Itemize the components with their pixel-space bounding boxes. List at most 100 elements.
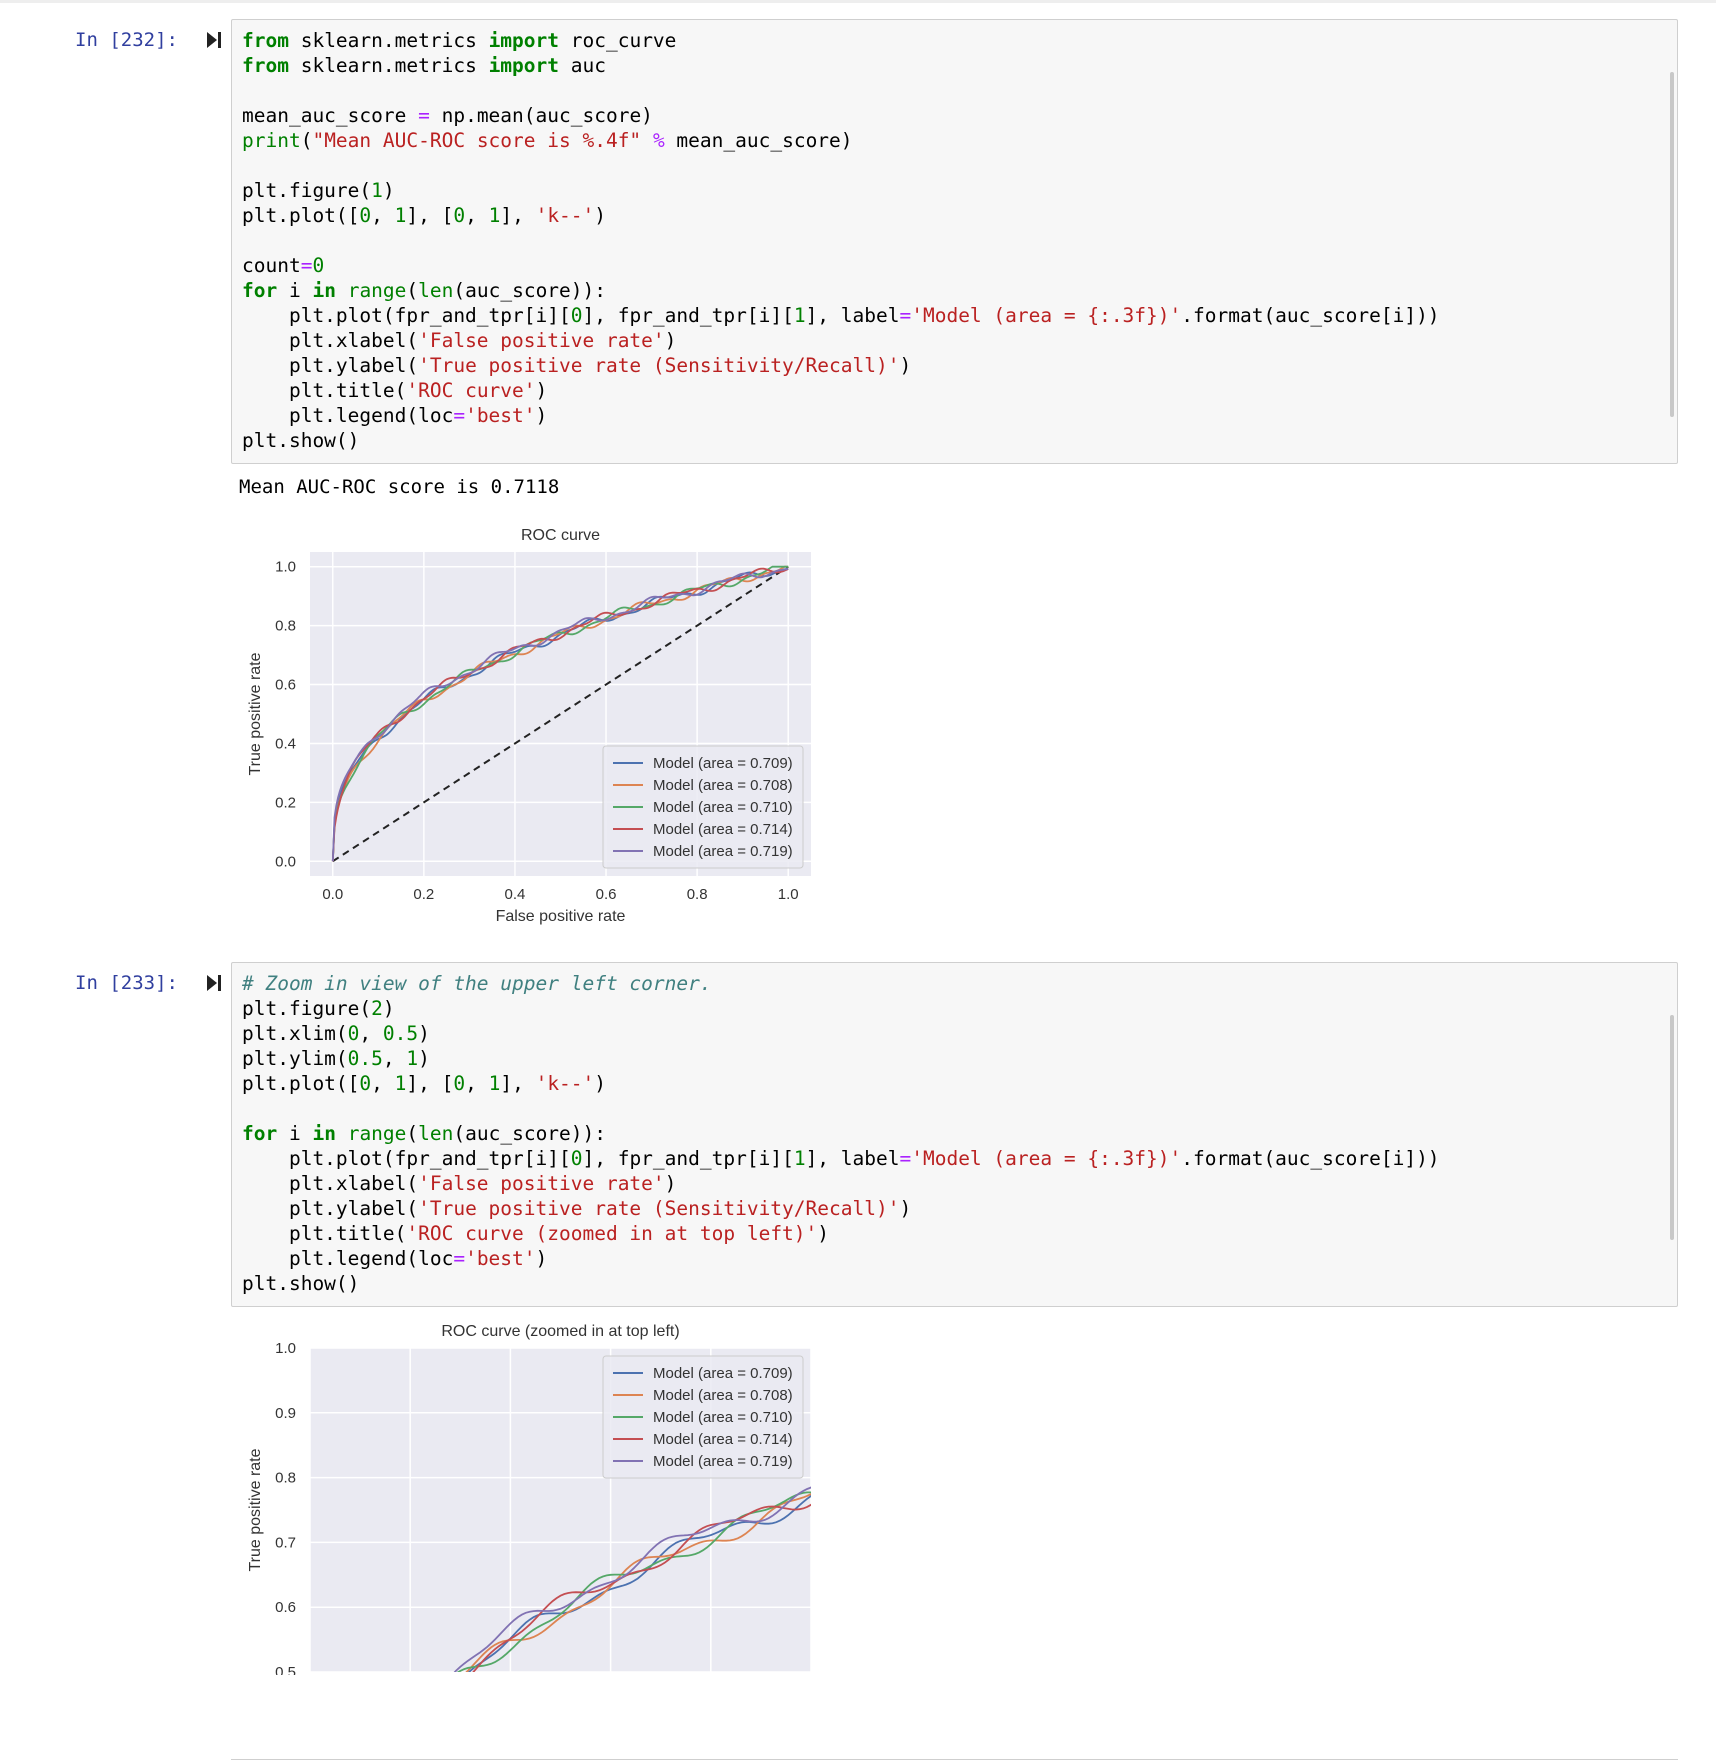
code-token: 0 [312,254,325,277]
code-token: plt.legend(loc [242,404,454,427]
code-lines[interactable]: # Zoom in view of the upper left corner.… [242,971,1440,1296]
legend-label: Model (area = 0.710) [653,1409,793,1426]
code-token: plt.title( [242,379,407,402]
code-token: ) [664,1172,677,1195]
code-editor[interactable]: # Zoom in view of the upper left corner.… [231,962,1678,1307]
code-token: 'best' [465,1247,536,1270]
code-line[interactable]: for i in range(len(auc_score)): [242,278,1440,303]
roc-series-line [467,1494,811,1672]
code-line[interactable]: plt.plot(fpr_and_tpr[i][0], fpr_and_tpr[… [242,303,1440,328]
code-token [336,279,348,302]
code-token: 0 [570,304,583,327]
code-token: ], [500,1072,536,1095]
legend-label: Model (area = 0.719) [653,1453,793,1470]
code-token: 0 [453,1072,466,1095]
x-tick-label: 0.0 [322,886,343,903]
input-prompt: In [232]: [75,29,178,51]
code-token: roc_curve [559,29,677,52]
code-token: i [277,1122,313,1145]
input-prompt: In [233]: [75,972,178,994]
code-line[interactable]: plt.figure(1) [242,178,1440,203]
code-token: ) [899,354,912,377]
code-line[interactable] [242,1096,1440,1121]
y-tick-label: 0.9 [275,1405,296,1422]
code-line[interactable]: plt.plot([0, 1], [0, 1], 'k--') [242,203,1440,228]
code-line[interactable]: count=0 [242,253,1440,278]
x-axis-label: False positive rate [496,908,626,925]
code-token: i [277,279,313,302]
code-line[interactable]: plt.legend(loc='best') [242,1246,1440,1271]
legend-label: Model (area = 0.719) [653,843,793,860]
code-token: plt.show() [242,1272,360,1295]
code-token: , [371,204,395,227]
code-line[interactable]: plt.plot([0, 1], [0, 1], 'k--') [242,1071,1440,1096]
y-tick-label: 0.6 [275,1599,296,1616]
y-axis-label: True positive rate [247,1448,264,1571]
run-cell-icon[interactable] [206,31,222,49]
code-line[interactable]: plt.xlim(0, 0.5) [242,1021,1440,1046]
code-line[interactable]: from sklearn.metrics import auc [242,53,1440,78]
code-token: for [242,1122,278,1145]
editor-scrollbar[interactable] [1670,72,1674,417]
code-line[interactable]: plt.show() [242,1271,1440,1296]
code-line[interactable]: mean_auc_score = np.mean(auc_score) [242,103,1440,128]
code-token: plt.xlabel( [242,329,419,352]
code-token: plt.figure( [242,997,372,1020]
code-token: 0 [359,1072,372,1095]
code-line[interactable]: plt.ylim(0.5, 1) [242,1046,1440,1071]
code-lines[interactable]: from sklearn.metrics import roc_curve fro… [242,28,1440,453]
code-token: in [312,279,336,302]
code-token: plt.figure( [242,179,372,202]
code-token: , [359,1022,383,1045]
code-line[interactable] [242,228,1440,253]
code-token: , [465,1072,489,1095]
code-token: 1 [406,1047,419,1070]
code-line[interactable]: from sklearn.metrics import roc_curve [242,28,1440,53]
code-line[interactable]: plt.ylabel('True positive rate (Sensitiv… [242,353,1440,378]
code-token: ) [418,1022,430,1045]
editor-scrollbar[interactable] [1670,1015,1674,1240]
code-token: = [453,404,466,427]
code-line[interactable]: # Zoom in view of the upper left corner. [242,971,1440,996]
code-line[interactable]: plt.xlabel('False positive rate') [242,1171,1440,1196]
code-token: # Zoom in view of the upper left corner. [242,972,712,995]
code-line[interactable]: print("Mean AUC-ROC score is %.4f" % mea… [242,128,1440,153]
code-line[interactable]: plt.title('ROC curve (zoomed in at top l… [242,1221,1440,1246]
code-line[interactable]: plt.legend(loc='best') [242,403,1440,428]
code-token: plt.ylim( [242,1047,348,1070]
roc-series-line [331,567,789,862]
code-line[interactable]: plt.xlabel('False positive rate') [242,328,1440,353]
code-token: len [418,279,454,302]
code-token: 0.5 [347,1047,383,1070]
code-cell-233[interactable]: In [233]: # Zoom in view of the upper le… [0,940,1716,1764]
code-line[interactable]: plt.figure(2) [242,996,1440,1021]
legend-label: Model (area = 0.714) [653,821,793,838]
plot-lines [453,1486,811,1672]
code-token: ) [664,329,677,352]
code-line[interactable]: plt.title('ROC curve') [242,378,1440,403]
code-token: plt.plot([ [242,1072,360,1095]
run-cell-icon[interactable] [206,974,222,992]
code-cell-232[interactable]: In [232]: from sklearn.metrics import ro… [0,0,1716,940]
x-tick-label: 0.2 [413,886,434,903]
roc-series-line [453,1486,811,1672]
code-line[interactable]: for i in range(len(auc_score)): [242,1121,1440,1146]
code-token: len [418,1122,454,1145]
code-token: plt.show() [242,429,360,452]
next-cell-border [231,1759,1678,1760]
code-token: , [371,1072,395,1095]
y-tick-label: 0.0 [275,853,296,870]
code-line[interactable]: plt.plot(fpr_and_tpr[i][0], fpr_and_tpr[… [242,1146,1440,1171]
code-line[interactable] [242,153,1440,178]
code-token: 0 [453,204,466,227]
legend-label: Model (area = 0.708) [653,777,793,794]
code-token: plt.xlabel( [242,1172,419,1195]
roc-zoomed-chart: 0.00.10.20.30.40.50.50.60.70.80.91.0ROC … [247,1323,812,1675]
code-editor[interactable]: from sklearn.metrics import roc_curve fro… [231,19,1678,464]
y-tick-label: 0.5 [275,1664,296,1675]
code-token: from [242,54,289,77]
code-token: ) [594,1072,607,1095]
code-line[interactable] [242,78,1440,103]
code-line[interactable]: plt.show() [242,428,1440,453]
code-line[interactable]: plt.ylabel('True positive rate (Sensitiv… [242,1196,1440,1221]
